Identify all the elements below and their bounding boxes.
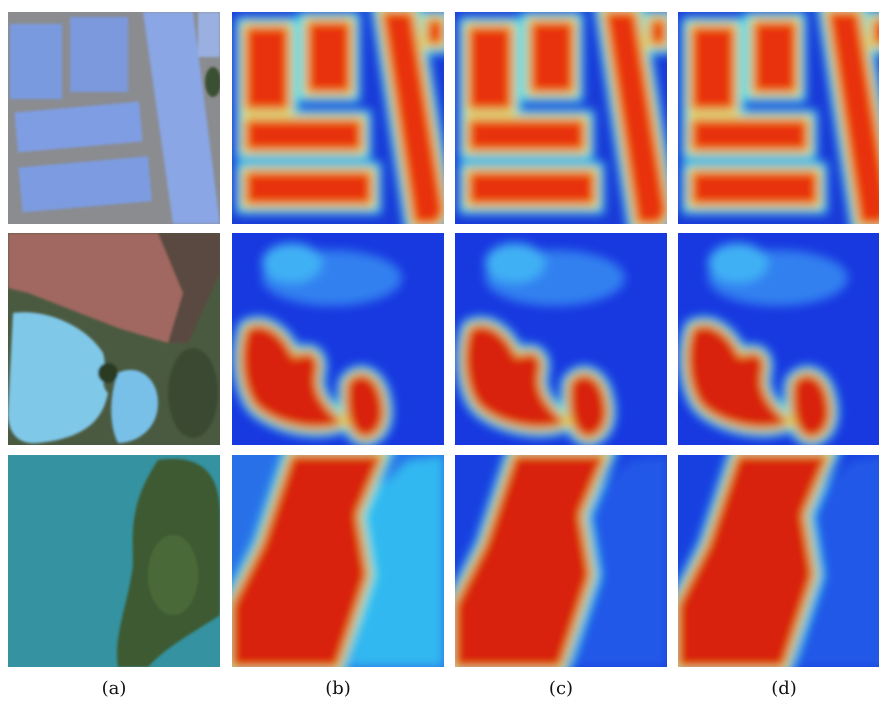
aerial-photo xyxy=(8,233,220,445)
heatmap xyxy=(232,233,444,445)
column-label: (d) xyxy=(771,678,797,699)
heatmap xyxy=(678,233,879,445)
heatmap xyxy=(455,12,667,224)
heatmap xyxy=(678,455,879,667)
heatmap xyxy=(232,12,444,224)
heatmap xyxy=(232,455,444,667)
column-label: (b) xyxy=(325,678,351,699)
figure: (a) (b) (c) (d) xyxy=(0,0,879,700)
aerial-photo xyxy=(8,455,220,667)
heatmap xyxy=(678,12,879,224)
heatmap xyxy=(455,455,667,667)
column-label: (c) xyxy=(549,678,573,699)
aerial-photo xyxy=(8,12,221,224)
heatmap xyxy=(455,233,667,445)
column-label: (a) xyxy=(102,678,127,699)
